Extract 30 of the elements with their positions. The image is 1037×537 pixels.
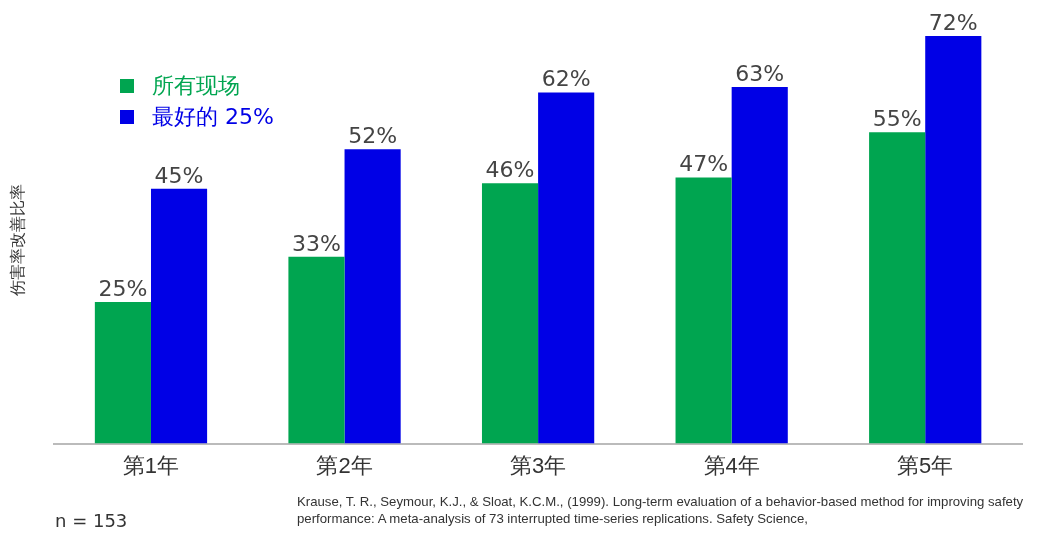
bar bbox=[538, 92, 595, 444]
data-label: 72% bbox=[928, 9, 978, 35]
x-tick-label: 第2年 bbox=[316, 452, 373, 478]
data-label: 46% bbox=[485, 156, 535, 182]
bar bbox=[344, 149, 401, 444]
data-label: 45% bbox=[154, 162, 204, 188]
legend-label: 所有现场 bbox=[152, 72, 240, 100]
data-label: 33% bbox=[292, 230, 341, 256]
x-tick-label: 第4年 bbox=[703, 452, 760, 478]
x-tick-label: 第1年 bbox=[122, 452, 180, 478]
legend-label: 最好的 25% bbox=[152, 103, 274, 131]
bar bbox=[288, 256, 345, 444]
data-label: 52% bbox=[348, 122, 398, 148]
data-label: 63% bbox=[735, 60, 785, 86]
x-tick-label: 第3年 bbox=[509, 452, 567, 478]
bar bbox=[869, 132, 926, 444]
bar bbox=[94, 302, 151, 444]
text: Krause, T. R., Seymour, K.J., & Sloat, K.C.M., (1999). Long-term evaluation of a behavior-based method for improving safety performance: A meta-analysis of 73 interrupted time-series replications. Safety Science, bbox=[297, 493, 1025, 527]
bar bbox=[150, 188, 208, 444]
text: n = 153 bbox=[55, 510, 128, 531]
data-label: 62% bbox=[541, 66, 591, 92]
data-label: 25% bbox=[98, 275, 148, 301]
bar bbox=[675, 177, 732, 444]
bar bbox=[481, 183, 539, 444]
bar bbox=[731, 86, 788, 444]
y-axis-title: 伤害率改善比率 bbox=[9, 183, 27, 296]
x-tick-label: 第5年 bbox=[897, 452, 954, 478]
data-label: 47% bbox=[679, 151, 729, 177]
bar bbox=[925, 36, 982, 444]
data-label: 55% bbox=[872, 105, 922, 131]
